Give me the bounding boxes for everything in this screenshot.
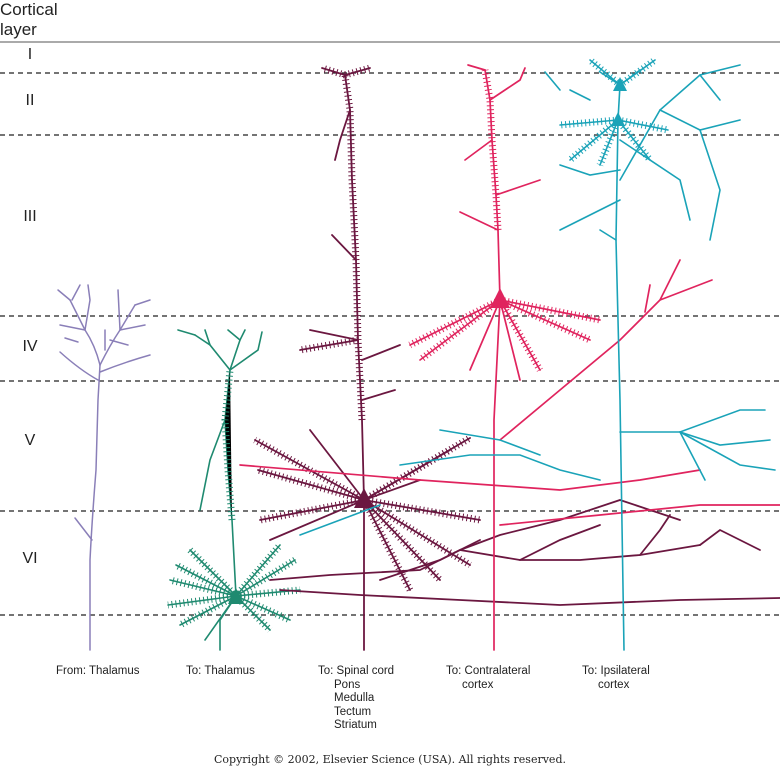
ipsilateral-spines	[559, 57, 669, 167]
caption-to-spinal-cord: To: Spinal cord Pons Medulla Tectum Stri…	[318, 665, 394, 733]
subcortical-spines	[253, 64, 481, 592]
layer-label-II: II	[25, 92, 35, 109]
caption-spinal-line-3: Medulla	[334, 692, 375, 704]
caption-spinal-line-5: Striatum	[334, 719, 377, 731]
contralateral-spines	[408, 69, 601, 372]
caption-ipsilateral-line-2: cortex	[598, 678, 630, 691]
header-line-2: layer	[0, 20, 37, 39]
caption-spinal-line-1: To: Spinal cord	[318, 665, 395, 677]
corticothalamic-soma	[228, 588, 244, 604]
layer-label-V: V	[24, 432, 36, 449]
caption-contralateral-line-2: cortex	[462, 678, 494, 691]
caption-to-ipsilateral: To: Ipsilateral cortex	[582, 665, 650, 692]
caption-to-contralateral: To: Contralateral cortex	[446, 665, 530, 692]
caption-contralateral-line-1: To: Contralateral	[446, 665, 531, 677]
contralateral-soma	[490, 288, 510, 308]
subcortical-soma	[354, 488, 374, 508]
caption-ipsilateral-line-1: To: Ipsilateral	[582, 665, 650, 677]
ipsilateral-neuron	[299, 59, 776, 651]
contralateral-neuron	[239, 64, 780, 651]
ipsilateral-soma-layer-III	[611, 112, 625, 126]
caption-spinal-line-4: Tectum	[334, 705, 372, 718]
caption-from-thalamus: From: Thalamus	[56, 665, 140, 677]
layer-label-I: I	[27, 46, 33, 63]
header-line-1: Cortical	[0, 0, 58, 19]
layer-label-VI: VI	[22, 550, 38, 567]
subcortical-neuron	[254, 67, 780, 651]
layer-boundaries	[0, 41, 780, 616]
thalamic-afferent-axon	[57, 284, 151, 651]
copyright-notice: Copyright © 2002, Elsevier Science (USA)…	[214, 753, 566, 766]
layer-label-III: III	[23, 208, 37, 225]
caption-spinal-line-2: Pons	[334, 678, 361, 691]
layer-label-IV: IV	[22, 338, 38, 355]
corticothalamic-spines	[167, 369, 301, 633]
cortical-layer-header: Cortical layer	[0, 0, 58, 40]
caption-to-thalamus: To: Thalamus	[186, 665, 255, 677]
ipsilateral-soma-layer-II	[613, 77, 627, 91]
